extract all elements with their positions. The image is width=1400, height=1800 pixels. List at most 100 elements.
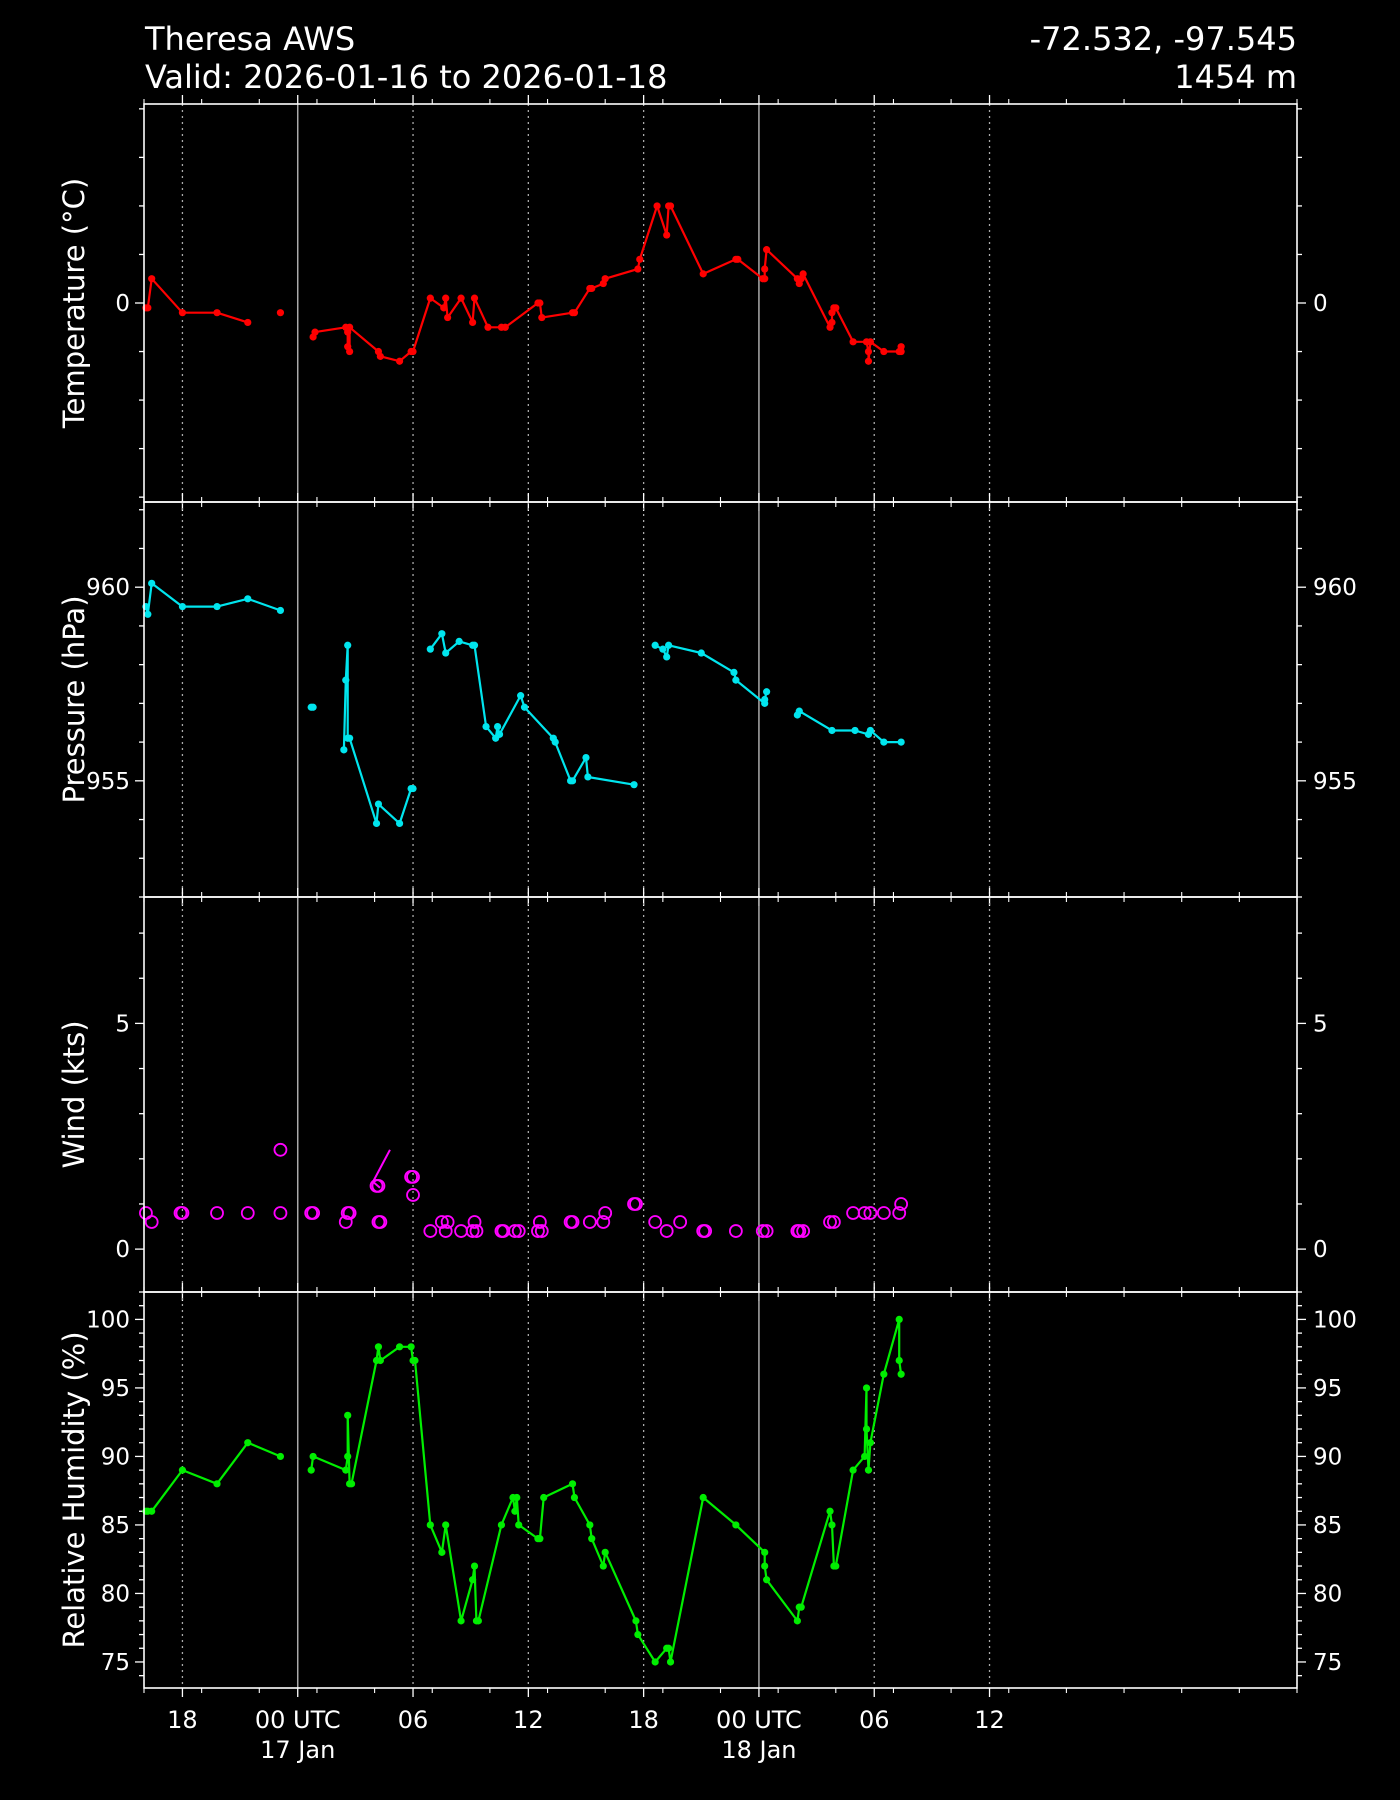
wind-calm-circle xyxy=(826,1215,841,1229)
temperature-point xyxy=(663,231,671,239)
temperature-point xyxy=(346,323,354,331)
wind-barb-flag xyxy=(372,1181,381,1189)
temperature-point xyxy=(538,313,546,322)
wind-calm-circle xyxy=(698,1224,713,1238)
temperature-point xyxy=(444,313,452,322)
pressure-point xyxy=(520,703,529,711)
humidity-point xyxy=(699,1493,707,1502)
wind-calm-circle xyxy=(338,1215,353,1229)
pressure-point xyxy=(438,630,446,638)
pressure-point xyxy=(340,746,348,754)
temperature-point xyxy=(897,343,905,351)
wind-calm-circle xyxy=(210,1206,224,1220)
pressure-point xyxy=(372,819,381,828)
x-tick-label: 12 xyxy=(513,1706,544,1734)
humidity-point xyxy=(797,1603,805,1611)
humidity-point xyxy=(732,1521,740,1529)
humidity-point xyxy=(763,1576,771,1584)
x-tick-label: 18 Jan xyxy=(721,1736,796,1764)
humidity-point xyxy=(586,1521,594,1529)
humidity-series-line xyxy=(310,1318,903,1664)
y-tick-label: 0 xyxy=(1313,1237,1328,1263)
wind-calm-circle xyxy=(796,1224,811,1238)
humidity-point xyxy=(665,1644,673,1652)
wind-calm-circle xyxy=(759,1224,774,1238)
pressure-frame xyxy=(143,501,1298,898)
wind-calm-circle xyxy=(175,1206,190,1220)
humidity-point xyxy=(832,1562,840,1570)
y-tick-label: 80 xyxy=(1313,1581,1342,1607)
temperature-point xyxy=(828,318,836,327)
y-tick-label: 5 xyxy=(1313,1011,1328,1037)
pressure-series-line xyxy=(144,582,281,616)
temperature-point xyxy=(601,275,609,283)
humidity-point xyxy=(666,1658,675,1666)
wind-calm-circle xyxy=(673,1215,688,1229)
wind-calm-circle xyxy=(406,1188,420,1202)
y-tick-label: 100 xyxy=(86,1307,130,1333)
pressure-point xyxy=(761,695,769,704)
x-tick-label: 06 xyxy=(398,1706,429,1734)
pressure-point xyxy=(178,602,187,611)
humidity-point xyxy=(588,1535,596,1543)
humidity-point xyxy=(568,1480,577,1488)
pressure-point xyxy=(244,595,252,603)
temperature-point xyxy=(634,265,642,273)
humidity-frame xyxy=(143,1291,1298,1689)
humidity-point xyxy=(213,1480,221,1488)
pressure-point xyxy=(851,726,859,735)
station-coordinates: -72.532, -97.545 xyxy=(1029,20,1297,58)
temperature-point xyxy=(409,347,417,356)
temperature-point xyxy=(148,275,156,283)
temperature-point xyxy=(376,352,384,360)
pressure-point xyxy=(663,653,671,661)
humidity-point xyxy=(599,1562,607,1570)
wind-calm-circle xyxy=(728,1224,743,1238)
humidity-point xyxy=(601,1548,609,1556)
pressure-series-line xyxy=(654,644,768,705)
temperature-point xyxy=(426,294,434,302)
temperature-point xyxy=(395,357,404,365)
temperature-point xyxy=(276,309,285,317)
pressure-point xyxy=(651,641,659,649)
pressure-point xyxy=(342,676,350,684)
temperature-point xyxy=(880,347,888,356)
temperature-point xyxy=(699,270,707,278)
wind-calm-circle xyxy=(823,1215,837,1229)
wind-calm-circle xyxy=(598,1206,613,1220)
temperature-panel: 0 0 Temperature (°C) xyxy=(57,95,1328,511)
pressure-point xyxy=(763,688,771,696)
pressure-point xyxy=(374,800,383,808)
pressure-point xyxy=(828,726,836,735)
humidity-point xyxy=(862,1425,871,1433)
pressure-point xyxy=(470,641,479,649)
temperature-point xyxy=(570,309,579,317)
humidity-point xyxy=(861,1452,869,1461)
pressure-point xyxy=(568,777,577,785)
wind-calm-circle xyxy=(659,1224,674,1238)
x-tick-label: 18 xyxy=(628,1706,659,1734)
x-tick-label: 17 Jan xyxy=(260,1736,335,1764)
humidity-point xyxy=(442,1521,450,1529)
humidity-point xyxy=(864,1466,873,1474)
pressure-point xyxy=(795,707,803,715)
pressure-point xyxy=(276,606,285,615)
temperature-point xyxy=(761,265,769,273)
temperature-point xyxy=(734,255,742,263)
pressure-point xyxy=(493,723,502,731)
pressure-point xyxy=(148,579,156,587)
temperature-point xyxy=(636,255,644,263)
humidity-point xyxy=(344,1452,352,1461)
humidity-point xyxy=(536,1535,544,1543)
y-tick-label: 0 xyxy=(115,291,130,317)
humidity-point xyxy=(438,1548,446,1556)
temperature-point xyxy=(144,304,152,312)
wind-calm-circle xyxy=(894,1197,909,1211)
wind-calm-circle xyxy=(423,1224,438,1238)
wind-calm-circle xyxy=(406,1169,420,1184)
pressure-point xyxy=(482,723,490,731)
wind-calm-circle xyxy=(434,1215,449,1229)
pressure-point xyxy=(730,668,738,676)
